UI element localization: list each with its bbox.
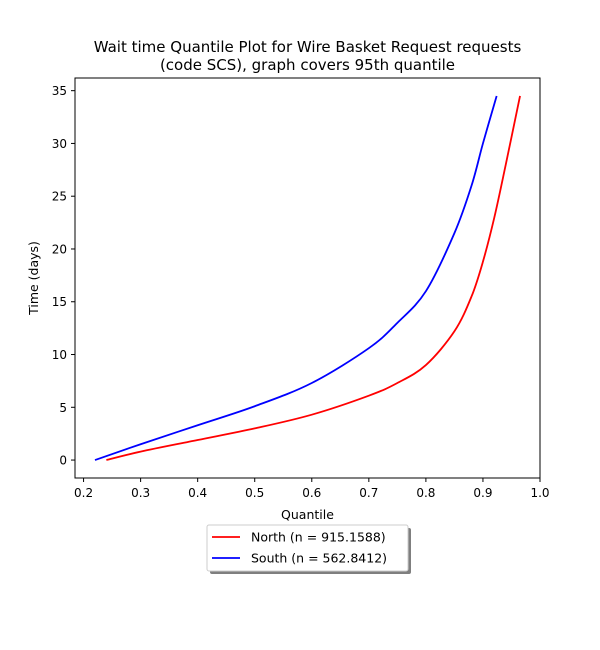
y-tick-label: 0 [59,454,67,468]
y-tick-label: 5 [59,401,67,415]
x-tick-label: 0.7 [359,486,378,500]
chart-title-line-1: Wait time Quantile Plot for Wire Basket … [94,38,522,56]
legend: North (n = 915.1588) South (n = 562.8412… [206,524,411,574]
series-line-north [106,95,521,461]
y-tick-label: 15 [52,295,67,309]
x-tick-label: 1.0 [530,486,549,500]
y-axis-label: Time (days) [26,241,41,316]
y-tick-label: 30 [52,137,67,151]
legend-label-north: North (n = 915.1588) [251,530,386,545]
x-axis-label: Quantile [281,507,334,522]
plot-area-frame [74,77,541,479]
chart-title-line-2: (code SCS), graph covers 95th quantile [160,56,455,74]
x-tick-label: 0.6 [302,486,321,500]
y-tick-label: 35 [52,84,67,98]
x-tick-label: 0.3 [131,486,150,500]
y-tick-label: 20 [52,242,67,256]
y-axis-ticks: 0 5 10 15 20 25 30 35 [52,84,75,468]
legend-box [206,524,409,572]
y-tick-label: 10 [52,348,67,362]
x-tick-label: 0.5 [245,486,264,500]
x-tick-label: 0.9 [473,486,492,500]
legend-label-south: South (n = 562.8412) [251,551,387,566]
series-line-south [94,95,498,461]
x-axis-ticks: 0.2 0.3 0.4 0.5 0.6 0.7 0.8 0.9 1.0 [74,478,550,500]
x-tick-label: 0.2 [74,486,93,500]
x-tick-label: 0.4 [188,486,207,500]
series-lines [94,95,521,461]
y-tick-label: 25 [52,190,67,204]
x-tick-label: 0.8 [416,486,435,500]
